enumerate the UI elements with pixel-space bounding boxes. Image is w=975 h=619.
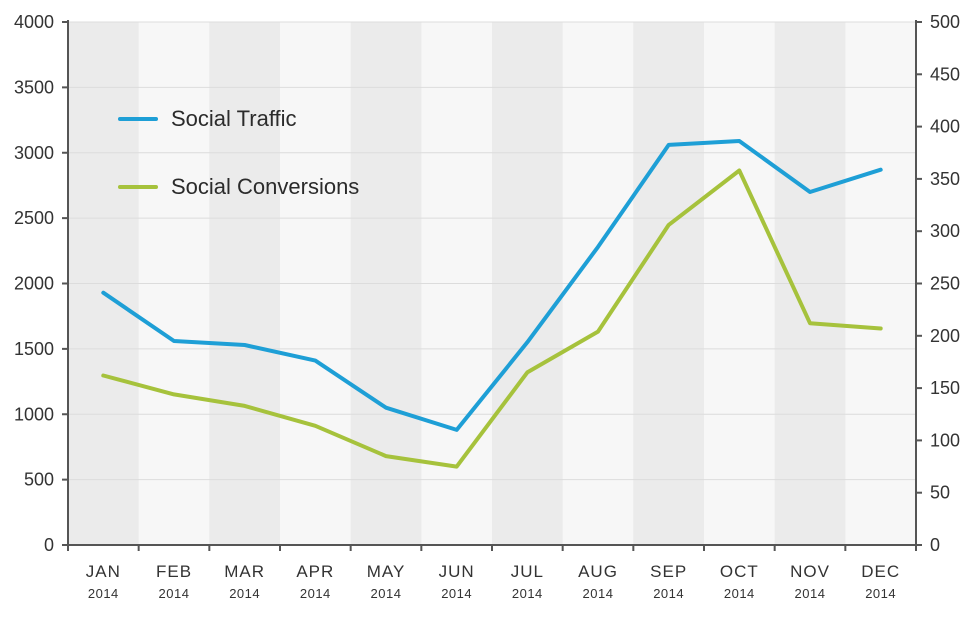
left-tick-label: 2000 [14,274,54,294]
right-tick-label: 150 [930,378,960,398]
axes [62,20,922,551]
right-tick-label: 100 [930,430,960,450]
legend-swatch-conversions [118,185,158,189]
legend-swatch-traffic [118,117,158,121]
x-tick-label-year: 2014 [653,586,684,601]
left-tick-label: 2500 [14,208,54,228]
x-tick-label-year: 2014 [300,586,331,601]
x-tick-label-month: AUG [578,562,618,581]
x-tick-label-year: 2014 [583,586,614,601]
x-tick-label-month: JUN [439,562,475,581]
x-tick-label-year: 2014 [229,586,260,601]
left-tick-label: 1000 [14,404,54,424]
x-tick-label-month: FEB [156,562,192,581]
right-tick-label: 500 [930,12,960,32]
x-tick-label-year: 2014 [512,586,543,601]
x-tick-label-year: 2014 [795,586,826,601]
right-tick-label: 450 [930,64,960,84]
x-tick-label-year: 2014 [159,586,190,601]
right-tick-label: 300 [930,221,960,241]
right-tick-label: 50 [930,483,950,503]
x-tick-label-month: JUL [511,562,544,581]
x-tick-label-month: NOV [790,562,830,581]
x-tick-label-year: 2014 [371,586,402,601]
right-tick-label: 200 [930,326,960,346]
series-lines [101,139,883,469]
x-tick-label-month: OCT [720,562,759,581]
x-axis-ticks: JAN 2014 FEB 2014 MAR 2014 APR 2014 MAY 2014 JUN 20… [86,562,900,601]
right-tick-label: 400 [930,117,960,137]
x-tick-label-year: 2014 [441,586,472,601]
series-line-social-traffic [101,139,883,432]
x-tick-label-month: SEP [650,562,687,581]
right-y-axis-ticks: 0 50 100 150 200 250 300 350 400 450 500 [930,12,960,555]
left-tick-label: 3000 [14,143,54,163]
left-tick-label: 3500 [14,77,54,97]
left-tick-label: 4000 [14,12,54,32]
legend-label-traffic: Social Traffic [171,106,297,131]
right-tick-label: 250 [930,274,960,294]
left-y-axis-ticks: 0 500 1000 1500 2000 2500 3000 3500 4000 [14,12,54,555]
x-tick-label-year: 2014 [88,586,119,601]
x-tick-label-month: JAN [86,562,121,581]
left-tick-label: 500 [24,470,54,490]
right-tick-label: 350 [930,169,960,189]
legend-label-conversions: Social Conversions [171,174,360,199]
left-tick-label: 1500 [14,339,54,359]
left-tick-label: 0 [44,535,54,555]
x-tick-label-month: MAY [367,562,406,581]
series-line-social-conversions [101,168,883,469]
x-tick-label-year: 2014 [865,586,896,601]
x-tick-label-month: MAR [224,562,265,581]
x-tick-label-year: 2014 [724,586,755,601]
x-tick-label-month: APR [296,562,334,581]
x-tick-label-month: DEC [861,562,900,581]
right-tick-label: 0 [930,535,940,555]
